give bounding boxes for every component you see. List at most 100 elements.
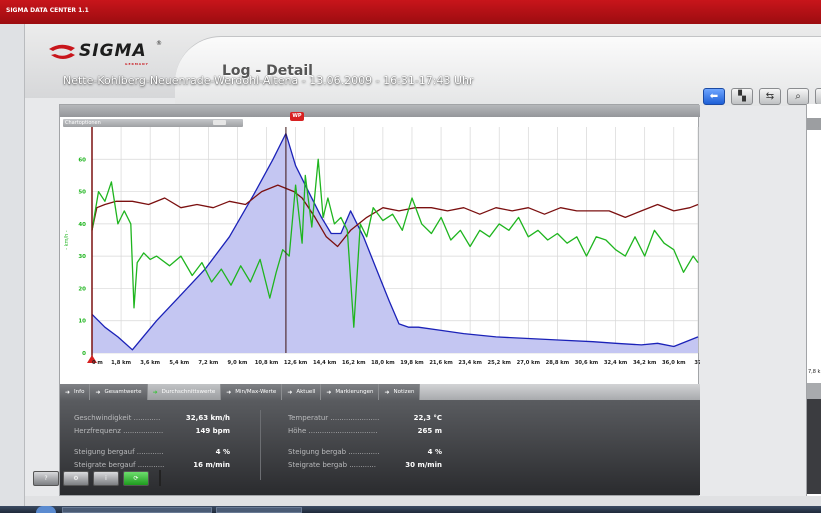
taskbar-item[interactable] [216,507,302,513]
stat-value: 149 bpm [195,427,230,435]
chart[interactable]: 0 10 20 30 40 50 60 - km/h - 0 m 1,8 km 3,6 km 5,4 … [60,127,700,384]
waypoint-badge[interactable]: WP [290,112,304,121]
chart-options-bar[interactable]: Chartoptionen [63,119,243,127]
tab-notizen[interactable]: ➜ Notizen [379,384,421,400]
logo-sub: GERMANY [125,62,149,66]
stats-panel: Geschwindigkeit ............ 32,63 km/h He… [60,400,700,495]
x-tick-label: 10,8 km [255,360,278,366]
panel-header-bar [60,105,700,117]
x-tick-label: 3,6 km [140,360,160,366]
taskbar [0,506,821,513]
footer-buttons: ? ⚙ i ⟳ [33,469,161,487]
secondary-panel-bar [807,118,821,130]
x-tick-label: 9,0 km [228,360,248,366]
sync-icon[interactable]: ⟳ [123,470,149,486]
x-tick-label: 7,2 km [198,360,218,366]
x-tick-label: 16,2 km [342,360,365,366]
info-icon[interactable]: i [93,470,119,486]
print-icon[interactable]: ▤ [815,88,821,105]
start-marker-icon[interactable] [87,355,97,363]
window-titlebar: SIGMA DATA CENTER 1.1 [0,0,821,24]
tab-arrow-icon: ➜ [287,388,293,396]
x-tick-label: 27,0 km [517,360,540,366]
header-curve [175,36,821,106]
tab-arrow-icon: ➜ [152,388,158,396]
x-tick-label: 12,6 km [284,360,307,366]
tab-label: Markierungen [335,389,374,395]
stat-label: Temperatur ...................... [288,414,380,422]
taskbar-item[interactable] [62,507,212,513]
bottom-bar [25,496,821,506]
stat-label: Steigrate bergauf ............ [74,461,165,469]
tab-label: Aktuell [296,389,316,395]
x-tick-label: 36,0 km [662,360,685,366]
x-tick-label: 28,8 km [546,360,569,366]
toolbar: ⬅ ▚ ⇆ ⌕ ▤ [703,88,821,106]
x-tick-label: 5,4 km [169,360,189,366]
y-tick-label: 0 [82,351,86,357]
secondary-panel: 7,8 k [806,104,821,496]
window-title: SIGMA DATA CENTER 1.1 [6,7,89,14]
tab-min-max-werte[interactable]: ➜ Min/Max-Werte [221,384,283,400]
tab-bar: ➜ Info ➜ Gesamtwerte ➜ Durchschnittswerte ➜ Min… [60,384,700,400]
stat-value: 265 m [417,427,442,435]
back-arrow-icon[interactable]: ⬅ [703,88,725,105]
log-detail-panel: Chartoptionen 0 10 20 30 40 50 60 - km/h - 0 m 1,… [59,104,700,496]
tab-arrow-icon: ➜ [226,388,232,396]
x-tick-label: 14,4 km [313,360,336,366]
tab-label: Min/Max-Werte [235,389,277,395]
x-tick-label: 32,4 km [604,360,627,366]
tab-label: Notizen [393,389,415,395]
x-tick-label: 1,8 km [111,360,131,366]
tab-info[interactable]: ➜ Info [60,384,91,400]
transfer-icon[interactable]: ⇆ [759,88,781,105]
y-tick-label: 40 [78,222,86,228]
stat-value: 22,3 °C [413,414,442,422]
chart-options-toggle[interactable] [213,120,226,125]
tab-durchschnittswerte[interactable]: ➜ Durchschnittswerte [147,384,222,400]
stat-label: Herzfrequenz .................. [74,427,164,435]
x-tick-label: 18,0 km [371,360,394,366]
route-title: Nette-Kohlberg-Neuenrade-Werdohl-Altena … [63,74,474,87]
stat-value: 16 m/min [193,461,230,469]
bike-icon[interactable]: ▚ [731,88,753,105]
stat-label: Steigrate bergab ............ [288,461,376,469]
y-tick-label: 30 [78,254,86,260]
logo-reg: ® [156,40,162,47]
sigma-swoosh-icon [49,44,75,59]
series-altitude-area [92,133,698,353]
logo-word: SIGMA [79,41,147,61]
x-tick-label: 37 [694,360,700,366]
x-tick-label: 21,6 km [429,360,452,366]
help-icon[interactable]: ? [33,470,59,486]
x-tick-label: 25,2 km [487,360,510,366]
settings-icon[interactable]: ⚙ [63,470,89,486]
start-button[interactable] [36,506,56,513]
secondary-tabs [807,383,821,399]
y-tick-label: 10 [78,319,86,325]
header: SIGMA ® GERMANY Log - Detail Nette-Kohlb… [25,24,821,106]
footer-separator [159,470,161,486]
tab-arrow-icon: ➜ [65,388,71,396]
tab-label: Info [74,389,85,395]
stat-label: Geschwindigkeit ............ [74,414,161,422]
y-tick-label: 60 [78,157,86,163]
tab-aktuell[interactable]: ➜ Aktuell [282,384,322,400]
stat-value: 30 m/min [405,461,442,469]
chart-options-label: Chartoptionen [65,120,101,126]
tab-markierungen[interactable]: ➜ Markierungen [321,384,380,400]
sigma-logo: SIGMA ® GERMANY [47,40,177,66]
stat-label: Steigung bergab .............. [288,448,380,456]
tab-arrow-icon: ➜ [384,388,390,396]
x-tick-label: 34,2 km [633,360,656,366]
x-tick-label: 30,6 km [575,360,598,366]
series-speed-line [91,158,699,328]
tab-gesamtwerte[interactable]: ➜ Gesamtwerte [90,384,148,400]
tab-label: Durchschnittswerte [161,389,216,395]
y-axis-label: - km/h - [64,230,70,250]
tab-arrow-icon: ➜ [95,388,101,396]
magnifier-icon[interactable]: ⌕ [787,88,809,105]
series-altitude-line [91,132,699,351]
series-heart-rate-line [91,184,699,248]
secondary-stats [807,399,821,494]
